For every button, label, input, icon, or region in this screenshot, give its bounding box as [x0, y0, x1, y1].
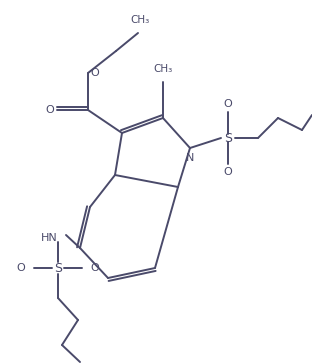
Text: O: O [17, 263, 25, 273]
Text: S: S [224, 131, 232, 144]
Text: CH₃: CH₃ [154, 64, 173, 74]
Text: O: O [46, 105, 54, 115]
Text: O: O [224, 99, 232, 109]
Text: HN: HN [41, 233, 58, 243]
Text: O: O [90, 263, 100, 273]
Text: O: O [224, 167, 232, 177]
Text: N: N [186, 153, 194, 163]
Text: CH₃: CH₃ [130, 15, 150, 25]
Text: O: O [90, 68, 100, 78]
Text: S: S [54, 261, 62, 274]
